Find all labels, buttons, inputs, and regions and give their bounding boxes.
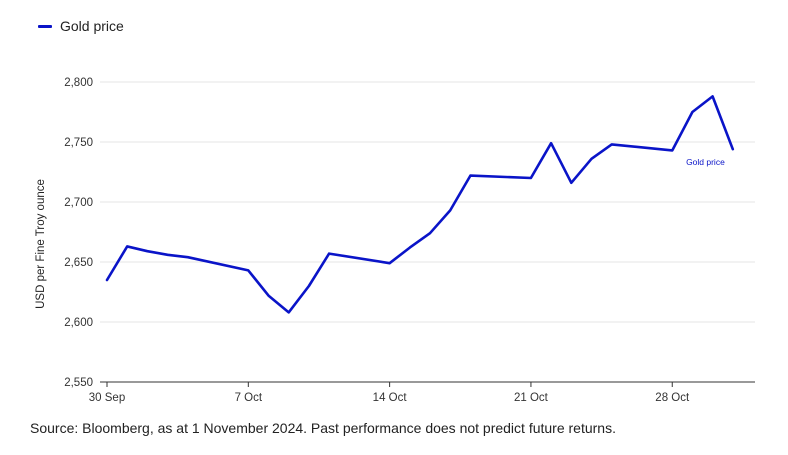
y-tick-label: 2,550	[64, 377, 93, 389]
legend-label: Gold price	[60, 18, 124, 34]
y-tick-label: 2,650	[64, 257, 93, 269]
y-tick-label: 2,750	[64, 137, 93, 149]
x-tick-label: 7 Oct	[235, 392, 263, 404]
x-tick-label: 28 Oct	[655, 392, 690, 404]
y-tick-label: 2,800	[64, 77, 93, 89]
series-line-gold-price	[105, 95, 735, 314]
legend: Gold price	[38, 18, 124, 34]
series-end-label: Gold price	[686, 157, 725, 167]
x-tick-label: 14 Oct	[373, 392, 408, 404]
x-tick-label: 21 Oct	[514, 392, 549, 404]
y-tick-label: 2,700	[64, 197, 93, 209]
source-note: Source: Bloomberg, as at 1 November 2024…	[30, 420, 616, 436]
legend-swatch	[38, 24, 52, 28]
y-axis-title: USD per Fine Troy ounce	[35, 179, 47, 309]
y-tick-label: 2,600	[64, 317, 93, 329]
x-tick-label: 30 Sep	[89, 392, 125, 404]
